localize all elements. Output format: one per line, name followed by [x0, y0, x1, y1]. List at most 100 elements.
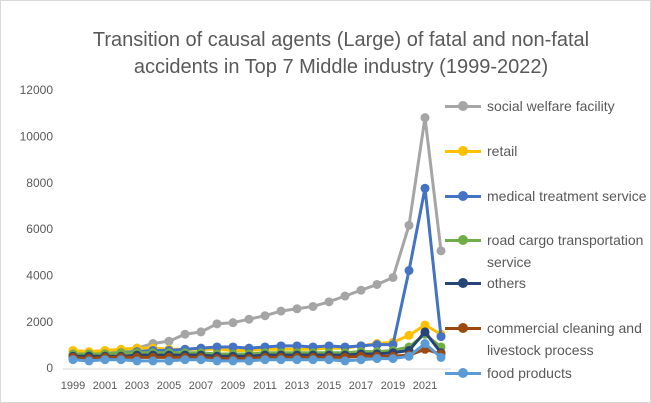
marker: [244, 356, 254, 366]
marker: [196, 355, 206, 365]
marker: [420, 320, 430, 330]
marker: [404, 330, 414, 340]
y-tick-label: 8000: [26, 176, 53, 190]
marker: [388, 354, 398, 364]
legend-label: retail: [487, 143, 518, 159]
marker: [404, 220, 414, 230]
marker: [212, 342, 222, 352]
x-tick-label: 2003: [125, 380, 149, 392]
legend-item: social welfare facility: [445, 95, 647, 117]
marker: [132, 356, 142, 366]
legend-label: road cargo transportation service: [487, 232, 644, 270]
marker: [276, 341, 286, 351]
x-tick-label: 2005: [157, 380, 181, 392]
marker: [404, 266, 414, 276]
marker: [100, 355, 110, 365]
legend-item: commercial cleaning and livestock proces…: [445, 317, 647, 361]
legend-swatch: [445, 146, 481, 156]
legend-label: social welfare facility: [487, 98, 615, 114]
marker: [292, 304, 302, 314]
marker: [356, 355, 366, 365]
marker: [436, 332, 446, 342]
marker: [436, 246, 446, 256]
series: [68, 339, 446, 366]
marker: [228, 342, 238, 352]
marker: [420, 339, 430, 349]
y-tick-label: 6000: [26, 222, 53, 236]
marker: [324, 341, 334, 351]
marker: [228, 318, 238, 328]
x-tick-label: 2013: [285, 380, 309, 392]
legend-item: retail: [445, 140, 647, 162]
marker: [388, 272, 398, 282]
legend-swatch: [445, 278, 481, 288]
marker: [436, 352, 446, 362]
legend-swatch: [445, 191, 481, 201]
marker: [260, 355, 270, 365]
marker: [68, 355, 78, 365]
marker: [276, 355, 286, 365]
legend-item: medical treatment service: [445, 185, 647, 207]
marker: [244, 314, 254, 324]
marker: [292, 355, 302, 365]
marker: [372, 354, 382, 364]
legend-swatch: [445, 368, 481, 378]
marker: [324, 355, 334, 365]
marker: [324, 297, 334, 307]
legend-label: commercial cleaning and livestock proces…: [487, 320, 642, 358]
marker: [420, 327, 430, 337]
legend-swatch: [445, 323, 481, 333]
marker: [340, 356, 350, 366]
series: [68, 183, 446, 360]
chart-title: Transition of causal agents (Large) of f…: [92, 29, 590, 78]
legend-item: food products: [445, 362, 647, 384]
x-tick-label: 2011: [253, 380, 277, 392]
y-tick-label: 12000: [20, 83, 54, 97]
marker: [148, 356, 158, 366]
legend-swatch: [445, 101, 481, 111]
x-tick-label: 2001: [93, 380, 117, 392]
y-tick-label: 10000: [20, 130, 54, 144]
y-tick-label: 2000: [26, 315, 53, 329]
marker: [420, 113, 430, 123]
x-tick-label: 2019: [381, 380, 405, 392]
marker: [116, 355, 126, 365]
legend-label: others: [487, 275, 526, 291]
series: [68, 113, 446, 360]
marker: [340, 291, 350, 301]
marker: [228, 356, 238, 366]
x-tick-label: 2017: [349, 380, 373, 392]
marker: [308, 355, 318, 365]
marker: [212, 356, 222, 366]
x-tick-label: 2015: [317, 380, 341, 392]
marker: [180, 355, 190, 365]
marker: [404, 351, 414, 361]
marker: [260, 311, 270, 321]
legend-item: others: [445, 272, 647, 294]
line: [72, 117, 443, 357]
marker: [372, 340, 382, 350]
marker: [164, 356, 174, 366]
marker: [180, 329, 190, 339]
marker: [196, 327, 206, 337]
marker: [84, 356, 94, 366]
marker: [356, 285, 366, 295]
y-tick-label: 4000: [26, 269, 53, 283]
legend-label: food products: [487, 365, 572, 381]
marker: [420, 183, 430, 193]
legend-item: road cargo transportation service: [445, 229, 647, 273]
marker: [164, 336, 174, 346]
x-tick-label: 2007: [189, 380, 213, 392]
y-tick-label: 0: [46, 361, 53, 375]
legend-label: medical treatment service: [487, 188, 647, 204]
marker: [292, 341, 302, 351]
legend-swatch: [445, 235, 481, 245]
marker: [276, 306, 286, 316]
marker: [372, 279, 382, 289]
marker: [212, 319, 222, 329]
x-tick-label: 2021: [413, 380, 437, 392]
x-tick-label: 2009: [221, 380, 245, 392]
marker: [308, 301, 318, 311]
